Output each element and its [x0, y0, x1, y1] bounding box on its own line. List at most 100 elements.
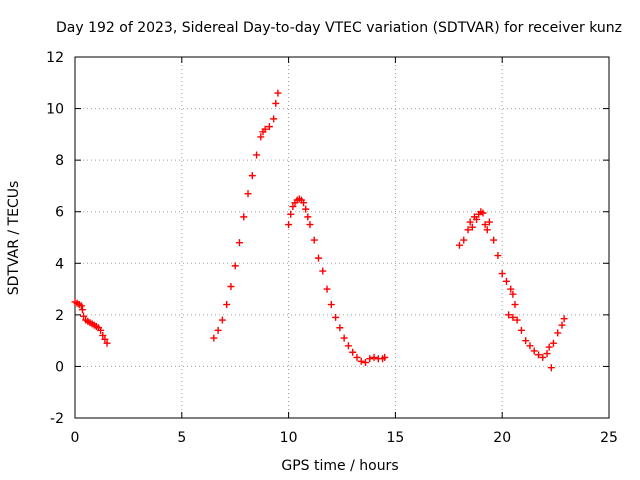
- data-point: [560, 315, 568, 323]
- x-tick-label: 5: [177, 430, 186, 446]
- y-tick-label: 6: [55, 205, 64, 221]
- x-tick-label: 15: [386, 430, 404, 446]
- data-point: [340, 334, 348, 342]
- data-point: [511, 301, 519, 309]
- data-point: [522, 337, 530, 345]
- data-point: [381, 353, 389, 361]
- data-point: [315, 254, 323, 262]
- axis-ticks: 0 5 10 15 20 25 -2 0 2 4 6 8 10 12: [46, 50, 618, 446]
- data-point: [332, 313, 340, 321]
- data-point: [513, 316, 521, 324]
- data-point: [223, 301, 231, 309]
- data-point: [549, 339, 557, 347]
- data-series: [285, 195, 389, 367]
- data-point: [210, 334, 218, 342]
- data-point: [289, 203, 297, 211]
- grid: [75, 57, 609, 418]
- x-tick-label: 10: [280, 430, 298, 446]
- data-point: [274, 89, 282, 97]
- data-point: [485, 218, 493, 226]
- x-axis-label: GPS time / hours: [281, 458, 398, 474]
- data-point: [526, 342, 534, 350]
- data-point: [78, 306, 86, 314]
- data-point: [253, 151, 261, 159]
- data-point: [287, 210, 295, 218]
- data-point: [361, 359, 369, 367]
- data-series: [71, 298, 111, 347]
- y-tick-label: 10: [46, 102, 64, 118]
- data-point: [235, 239, 243, 247]
- data-point: [304, 213, 312, 221]
- data-point: [490, 236, 498, 244]
- data-series: [455, 208, 568, 372]
- data-point: [547, 364, 555, 372]
- data-point: [505, 311, 513, 319]
- data-point: [366, 355, 374, 363]
- data-point: [494, 252, 502, 260]
- y-axis-label: SDTVAR / TECUs: [6, 181, 22, 296]
- data-point: [466, 218, 474, 226]
- y-tick-label: 12: [46, 50, 64, 66]
- data-point: [310, 236, 318, 244]
- data-point: [214, 326, 222, 334]
- data-point: [473, 215, 481, 223]
- data-point: [103, 339, 111, 347]
- data-point: [464, 226, 472, 234]
- data-points: [71, 89, 568, 372]
- data-point: [509, 290, 517, 298]
- data-point: [539, 353, 547, 361]
- data-point: [319, 267, 327, 275]
- x-tick-label: 20: [493, 430, 511, 446]
- data-point: [517, 326, 525, 334]
- data-point: [349, 348, 357, 356]
- data-point: [227, 282, 235, 290]
- data-point: [300, 199, 308, 207]
- data-point: [502, 277, 510, 285]
- y-tick-label: 2: [55, 308, 64, 324]
- y-tick-label: 0: [55, 359, 64, 375]
- data-point: [483, 226, 491, 234]
- data-point: [327, 301, 335, 309]
- data-point: [558, 321, 566, 329]
- y-tick-label: 8: [55, 153, 64, 169]
- data-point: [97, 326, 105, 334]
- data-point: [545, 343, 553, 351]
- data-point: [468, 223, 476, 231]
- data-point: [481, 221, 489, 229]
- data-point: [370, 353, 378, 361]
- data-point: [80, 312, 88, 320]
- data-point: [99, 331, 107, 339]
- chart-title: Day 192 of 2023, Sidereal Day-to-day VTE…: [56, 20, 622, 36]
- data-point: [231, 262, 239, 270]
- data-point: [323, 285, 331, 293]
- data-point: [218, 316, 226, 324]
- data-point: [535, 351, 543, 359]
- data-point: [285, 221, 293, 229]
- data-point: [543, 350, 551, 358]
- data-point: [244, 190, 252, 198]
- x-tick-label: 25: [600, 430, 618, 446]
- data-point: [357, 357, 365, 365]
- data-point: [353, 353, 361, 361]
- data-point: [479, 209, 487, 217]
- y-tick-label: 4: [55, 256, 64, 272]
- data-point: [460, 236, 468, 244]
- data-point: [101, 335, 109, 343]
- x-tick-label: 0: [71, 430, 80, 446]
- data-point: [248, 172, 256, 180]
- data-point: [507, 285, 515, 293]
- data-point: [261, 125, 269, 133]
- plot-frame: [74, 56, 610, 419]
- data-point: [455, 241, 463, 249]
- data-point: [554, 329, 562, 337]
- data-point: [272, 99, 280, 107]
- data-point: [302, 205, 310, 213]
- data-point: [530, 347, 538, 355]
- data-point: [344, 342, 352, 350]
- data-point: [257, 133, 265, 141]
- data-point: [509, 313, 517, 321]
- data-point: [265, 123, 273, 131]
- data-point: [336, 324, 344, 332]
- data-point: [270, 115, 278, 123]
